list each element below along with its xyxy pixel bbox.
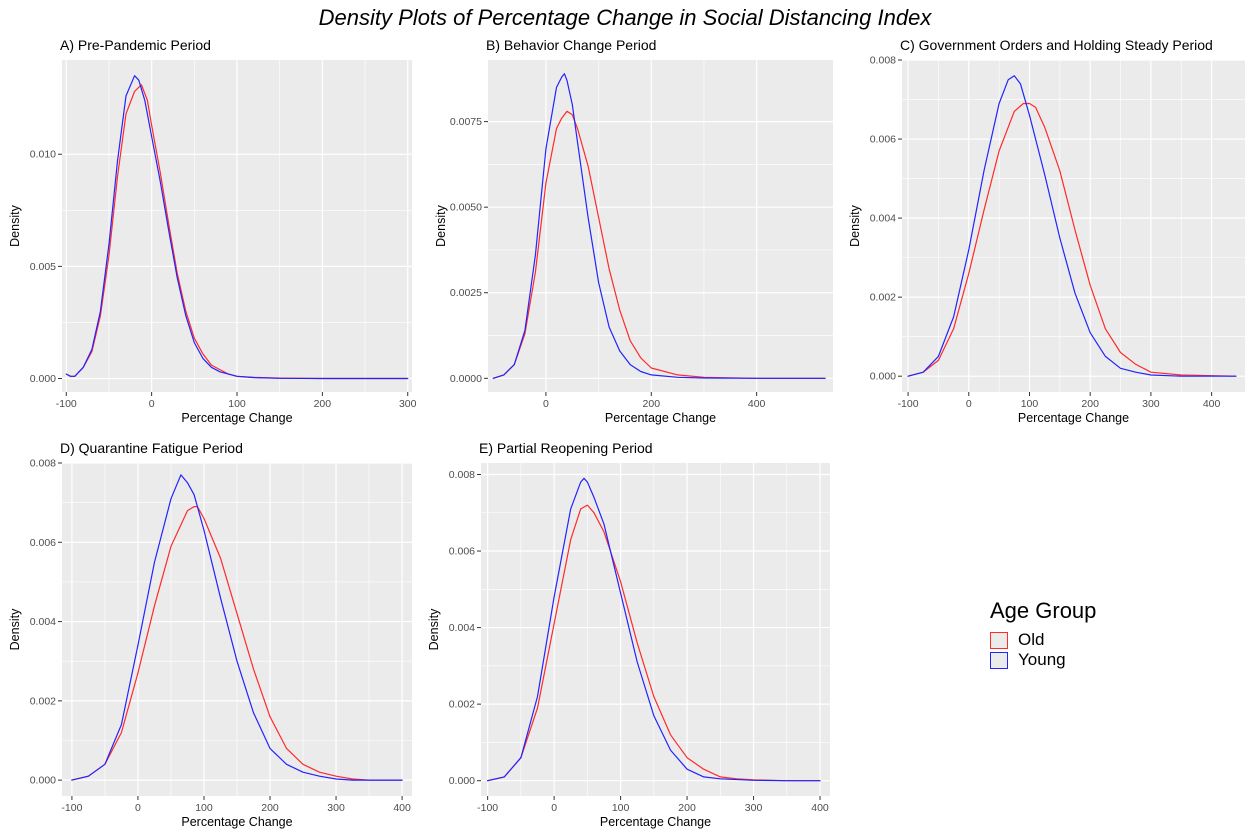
- legend-label-young: Young: [1018, 650, 1066, 669]
- y-tick-label: 0.0025: [450, 287, 482, 299]
- x-tick-label: 0: [149, 398, 155, 410]
- density-line-old: [487, 504, 821, 782]
- density-line-young: [65, 75, 409, 380]
- density-line-young: [492, 73, 826, 379]
- panel-title: B) Behavior Change Period: [486, 37, 656, 53]
- y-tick-label: 0.004: [870, 213, 896, 225]
- y-tick-label: 0.000: [30, 373, 56, 385]
- x-tick-label: 200: [261, 802, 279, 814]
- y-tick-label: 0.002: [870, 292, 896, 304]
- density-line-old: [907, 102, 1237, 377]
- y-tick-label: 0.002: [30, 695, 56, 707]
- y-tick-label: 0.008: [449, 469, 475, 481]
- y-tick-label: 0.000: [30, 775, 56, 787]
- panel-title: A) Pre-Pandemic Period: [60, 37, 211, 53]
- x-tick-label: 200: [1081, 398, 1099, 410]
- x-tick-label: 200: [643, 398, 661, 410]
- y-tick-label: 0.0075: [450, 116, 482, 128]
- x-tick-label: 0: [135, 802, 141, 814]
- x-tick-label: 300: [399, 398, 417, 410]
- y-axis-label: Density: [434, 204, 448, 246]
- legend-title: Age Group: [990, 598, 1097, 623]
- x-tick-label: -100: [61, 802, 82, 814]
- x-axis-label: Percentage Change: [600, 815, 711, 829]
- x-tick-label: 400: [1203, 398, 1221, 410]
- x-tick-label: 300: [1142, 398, 1160, 410]
- density-line-young: [487, 477, 821, 782]
- panel-behavior-change: 0 200 400 0.0000 0.0025 0.0050 0.0075 B) Behavi…: [434, 37, 833, 425]
- plot-background: [488, 60, 833, 392]
- density-line-old: [492, 110, 826, 379]
- y-tick-label: 0.008: [870, 55, 896, 67]
- x-tick-label: 0: [551, 802, 557, 814]
- panel-pre-pandemic: -100 0 100 200 300 0.000 0.005 0.010 A) Pre-Pand…: [8, 37, 417, 425]
- y-tick-label: 0.004: [30, 616, 56, 628]
- y-tick-label: 0.008: [30, 458, 56, 470]
- y-tick-label: 0.0000: [450, 373, 482, 385]
- x-tick-label: 100: [1021, 398, 1039, 410]
- x-axis-label: Percentage Change: [605, 411, 716, 425]
- x-tick-label: 0: [543, 398, 549, 410]
- panel-title: D) Quarantine Fatigue Period: [60, 440, 243, 456]
- density-line-young: [71, 474, 403, 781]
- x-tick-label: 400: [393, 802, 411, 814]
- y-tick-label: 0.006: [30, 537, 56, 549]
- density-line-young: [907, 75, 1237, 377]
- figure-title: Density Plots of Percentage Change in So…: [318, 5, 932, 30]
- x-tick-label: 100: [228, 398, 246, 410]
- plot-background: [481, 463, 830, 796]
- x-tick-label: 100: [195, 802, 213, 814]
- x-tick-label: 300: [745, 802, 763, 814]
- x-tick-label: -100: [56, 398, 77, 410]
- density-line-old: [71, 506, 403, 781]
- y-axis-label: Density: [427, 608, 441, 650]
- y-tick-label: 0.000: [870, 371, 896, 383]
- x-tick-label: 400: [748, 398, 766, 410]
- legend-item-young: Young: [990, 650, 1096, 670]
- x-tick-label: 400: [811, 802, 829, 814]
- y-tick-label: 0.002: [449, 699, 475, 711]
- y-tick-label: 0.005: [30, 261, 56, 273]
- legend-item-old: Old: [990, 630, 1096, 650]
- legend-key-young: [990, 651, 1008, 669]
- x-axis-label: Percentage Change: [181, 411, 292, 425]
- y-tick-label: 0.004: [449, 622, 475, 634]
- y-tick-label: 0.0050: [450, 202, 482, 214]
- x-tick-label: 300: [327, 802, 345, 814]
- x-tick-label: 200: [314, 398, 332, 410]
- y-tick-label: 0.006: [870, 134, 896, 146]
- legend: Age Group Old Young: [990, 598, 1096, 670]
- panel-quarantine-fatigue: -100 0 100 200 300 400 0.000 0.002 0.004 0.006 0.0…: [8, 440, 412, 829]
- x-tick-label: -100: [898, 398, 919, 410]
- x-axis-label: Percentage Change: [1018, 411, 1129, 425]
- x-tick-label: 0: [966, 398, 972, 410]
- y-tick-label: 0.000: [449, 775, 475, 787]
- x-tick-label: 200: [678, 802, 696, 814]
- panel-title: C) Government Orders and Holding Steady …: [900, 37, 1213, 53]
- y-axis-label: Density: [8, 204, 22, 246]
- y-tick-label: 0.006: [449, 546, 475, 558]
- x-tick-label: -100: [477, 802, 498, 814]
- y-tick-label: 0.010: [30, 149, 56, 161]
- y-axis-label: Density: [8, 608, 22, 650]
- y-axis-label: Density: [848, 204, 862, 246]
- legend-key-old: [990, 631, 1008, 649]
- panel-partial-reopening: -100 0 100 200 300 400 0.000 0.002 0.004 0.006 0.0…: [427, 440, 830, 829]
- x-tick-label: 100: [612, 802, 630, 814]
- panel-government-orders: -100 0 100 200 300 400 0.000 0.002 0.004 0.006 0.0…: [848, 37, 1245, 425]
- x-axis-label: Percentage Change: [181, 815, 292, 829]
- legend-label-old: Old: [1018, 630, 1045, 649]
- panel-title: E) Partial Reopening Period: [479, 440, 653, 456]
